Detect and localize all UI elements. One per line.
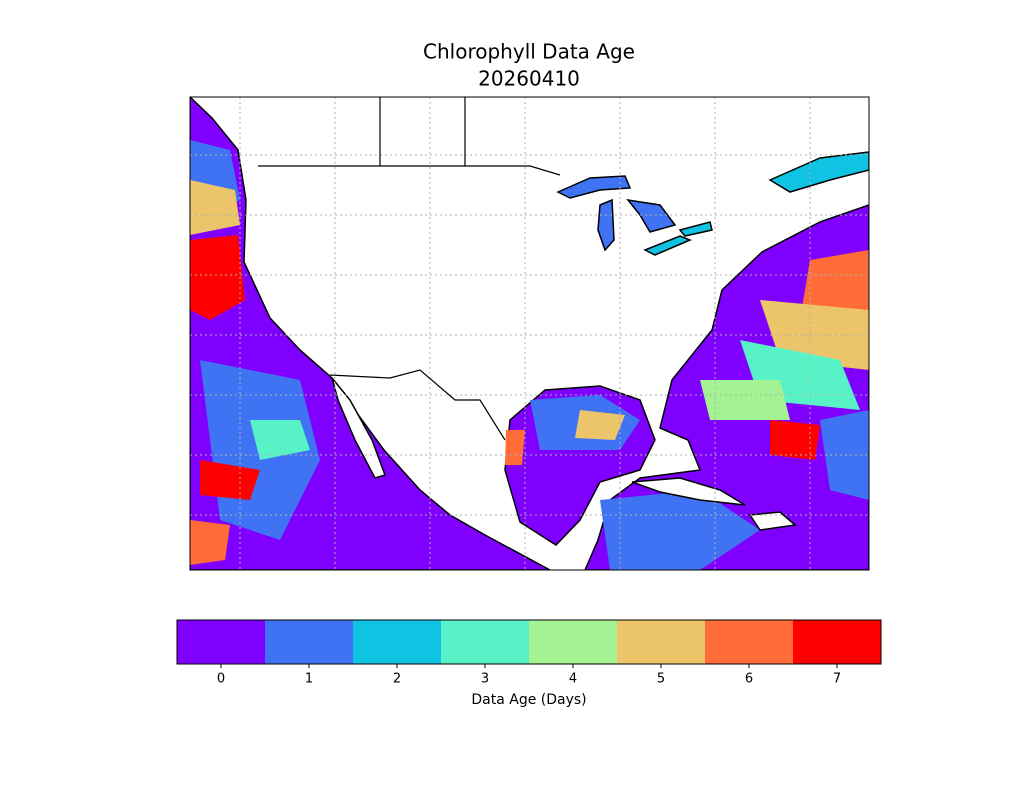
colorbar-segment bbox=[441, 620, 529, 664]
colorbar-tick-label: 4 bbox=[569, 672, 577, 687]
atlantic-patch bbox=[600, 490, 760, 570]
pacific-patch bbox=[250, 420, 310, 460]
colorbar-tick-label: 2 bbox=[393, 672, 401, 687]
st-lawrence bbox=[768, 151, 869, 193]
cuba bbox=[631, 477, 746, 506]
baja bbox=[331, 377, 386, 479]
map-frame bbox=[189, 96, 870, 571]
borders bbox=[258, 97, 561, 441]
gulf-patch bbox=[505, 430, 525, 465]
map bbox=[189, 96, 870, 571]
lake-erie bbox=[643, 235, 692, 256]
pacific-patch bbox=[200, 460, 260, 500]
colorbar-segment bbox=[617, 620, 705, 664]
lake-michigan bbox=[597, 198, 615, 252]
colorbar-tick-label: 6 bbox=[745, 672, 753, 687]
atlantic-patch bbox=[700, 380, 790, 420]
graticule bbox=[190, 97, 869, 570]
colorbar-tick-label: 7 bbox=[833, 672, 841, 687]
colorbar-segment bbox=[177, 620, 265, 664]
colorbar-segment bbox=[353, 620, 441, 664]
map-date: 20260410 bbox=[478, 67, 580, 91]
colorbar-tick-label: 5 bbox=[657, 672, 665, 687]
gulf-patch bbox=[575, 410, 625, 440]
colorbar-frame bbox=[176, 619, 882, 665]
colorbar-segment bbox=[265, 620, 353, 664]
map-title: Chlorophyll Data Age bbox=[423, 40, 635, 64]
colorbar-tick-label: 0 bbox=[217, 672, 225, 687]
atlantic-patch bbox=[820, 410, 869, 500]
colorbar-segment bbox=[793, 620, 881, 664]
atlantic-patch bbox=[770, 420, 820, 460]
pacific-patch bbox=[190, 235, 245, 320]
lake-ontario bbox=[678, 221, 713, 237]
pacific-patch bbox=[190, 180, 240, 235]
lake-huron bbox=[626, 198, 677, 233]
colorbar-tick-label: 1 bbox=[305, 672, 313, 687]
colorbar-segment bbox=[529, 620, 617, 664]
colorbar-label: Data Age (Days) bbox=[471, 692, 586, 708]
colorbar-tick-label: 3 bbox=[481, 672, 489, 687]
colorbar: 0 1 2 3 4 5 6 7 bbox=[177, 620, 881, 687]
colorbar-segment bbox=[705, 620, 793, 664]
pacific-patch bbox=[190, 520, 230, 565]
lake-superior bbox=[556, 175, 632, 199]
hispaniola bbox=[748, 511, 797, 531]
